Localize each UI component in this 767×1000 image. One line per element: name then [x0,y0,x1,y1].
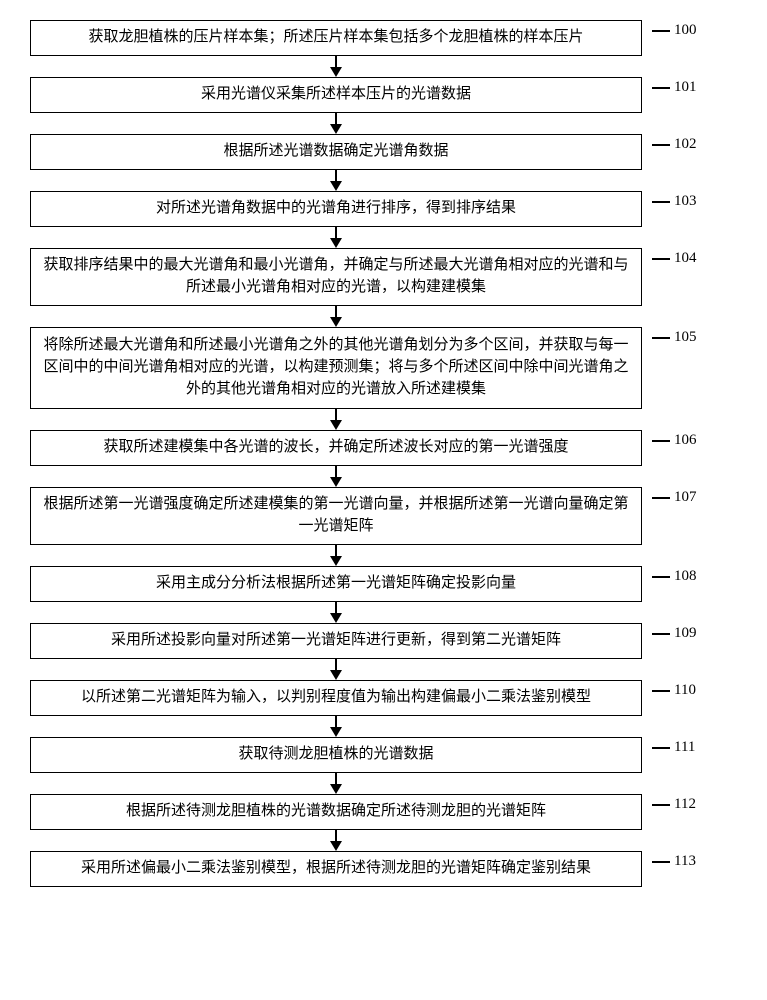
flow-step-box: 获取排序结果中的最大光谱角和最小光谱角，并确定与所述最大光谱角相对应的光谱和与所… [30,248,642,306]
flow-step-text: 获取排序结果中的最大光谱角和最小光谱角，并确定与所述最大光谱角相对应的光谱和与所… [39,255,633,299]
flow-step-box: 采用主成分分析法根据所述第一光谱矩阵确定投影向量 [30,566,642,602]
flow-step-box: 根据所述光谱数据确定光谱角数据 [30,134,642,170]
flow-step-row: 获取所述建模集中各光谱的波长，并确定所述波长对应的第一光谱强度 106 [30,430,737,466]
step-number-label: 105 [674,329,697,346]
leader-line [652,144,670,146]
flow-step-text: 获取待测龙胆植株的光谱数据 [39,744,633,766]
leader-line [652,201,670,203]
leader-line [652,747,670,749]
flow-step-row: 采用所述偏最小二乘法鉴别模型，根据所述待测龙胆的光谱矩阵确定鉴别结果 113 [30,851,737,887]
step-number-label: 103 [674,193,697,210]
flow-step-text: 根据所述光谱数据确定光谱角数据 [39,141,633,163]
flow-step-text: 采用主成分分析法根据所述第一光谱矩阵确定投影向量 [39,573,633,595]
step-label-wrap: 112 [652,794,712,813]
arrow-down-icon [330,784,342,794]
arrow-down-icon [330,124,342,134]
step-label-wrap: 111 [652,737,712,756]
arrow-down-icon [330,181,342,191]
arrow-down-icon [330,420,342,430]
flow-step-row: 将除所述最大光谱角和所述最小光谱角之外的其他光谱角划分为多个区间，并获取与每一区… [30,327,737,409]
step-number-label: 109 [674,625,697,642]
flow-step-text: 采用光谱仪采集所述样本压片的光谱数据 [39,84,633,106]
flow-step-box: 以所述第二光谱矩阵为输入，以判别程度值为输出构建偏最小二乘法鉴别模型 [30,680,642,716]
arrow-down-icon [330,238,342,248]
flow-step-row: 根据所述待测龙胆植株的光谱数据确定所述待测龙胆的光谱矩阵 112 [30,794,737,830]
step-label-wrap: 109 [652,623,712,642]
arrow-down-icon [330,613,342,623]
flow-step-text: 根据所述待测龙胆植株的光谱数据确定所述待测龙胆的光谱矩阵 [39,801,633,823]
flow-step-text: 获取所述建模集中各光谱的波长，并确定所述波长对应的第一光谱强度 [39,437,633,459]
leader-line [652,804,670,806]
arrow-down-icon [330,841,342,851]
flow-step-row: 获取排序结果中的最大光谱角和最小光谱角，并确定与所述最大光谱角相对应的光谱和与所… [30,248,737,306]
flow-step-row: 采用所述投影向量对所述第一光谱矩阵进行更新，得到第二光谱矩阵 109 [30,623,737,659]
flow-step-row: 对所述光谱角数据中的光谱角进行排序，得到排序结果 103 [30,191,737,227]
step-number-label: 110 [674,682,696,699]
flow-step-row: 采用主成分分析法根据所述第一光谱矩阵确定投影向量 108 [30,566,737,602]
arrow-down-icon [330,670,342,680]
step-label-wrap: 101 [652,77,712,96]
arrow-down-icon [330,317,342,327]
step-label-wrap: 103 [652,191,712,210]
step-label-wrap: 104 [652,248,712,267]
leader-line [652,258,670,260]
flow-step-text: 根据所述第一光谱强度确定所述建模集的第一光谱向量，并根据所述第一光谱向量确定第一… [39,494,633,538]
flow-step-box: 将除所述最大光谱角和所述最小光谱角之外的其他光谱角划分为多个区间，并获取与每一区… [30,327,642,409]
flow-step-box: 获取龙胆植株的压片样本集；所述压片样本集包括多个龙胆植株的样本压片 [30,20,642,56]
leader-line [652,861,670,863]
flow-step-box: 对所述光谱角数据中的光谱角进行排序，得到排序结果 [30,191,642,227]
step-label-wrap: 107 [652,487,712,506]
leader-line [652,633,670,635]
flow-step-text: 采用所述投影向量对所述第一光谱矩阵进行更新，得到第二光谱矩阵 [39,630,633,652]
flow-step-text: 对所述光谱角数据中的光谱角进行排序，得到排序结果 [39,198,633,220]
flow-step-box: 采用所述投影向量对所述第一光谱矩阵进行更新，得到第二光谱矩阵 [30,623,642,659]
step-number-label: 101 [674,79,697,96]
flow-step-box: 采用光谱仪采集所述样本压片的光谱数据 [30,77,642,113]
flow-step-text: 采用所述偏最小二乘法鉴别模型，根据所述待测龙胆的光谱矩阵确定鉴别结果 [39,858,633,880]
step-number-label: 108 [674,568,697,585]
flow-step-box: 获取待测龙胆植株的光谱数据 [30,737,642,773]
step-label-wrap: 110 [652,680,712,699]
flow-step-row: 获取待测龙胆植株的光谱数据 111 [30,737,737,773]
flow-step-box: 采用所述偏最小二乘法鉴别模型，根据所述待测龙胆的光谱矩阵确定鉴别结果 [30,851,642,887]
flow-step-row: 根据所述第一光谱强度确定所述建模集的第一光谱向量，并根据所述第一光谱向量确定第一… [30,487,737,545]
flow-step-text: 获取龙胆植株的压片样本集；所述压片样本集包括多个龙胆植株的样本压片 [39,27,633,49]
leader-line [652,337,670,339]
arrow-down-icon [330,556,342,566]
flow-step-box: 获取所述建模集中各光谱的波长，并确定所述波长对应的第一光谱强度 [30,430,642,466]
step-label-wrap: 108 [652,566,712,585]
step-number-label: 102 [674,136,697,153]
leader-line [652,30,670,32]
leader-line [652,87,670,89]
step-number-label: 107 [674,489,697,506]
flow-step-row: 根据所述光谱数据确定光谱角数据 102 [30,134,737,170]
step-number-label: 112 [674,796,696,813]
arrow-down-icon [330,477,342,487]
arrow-down-icon [330,727,342,737]
flow-step-row: 以所述第二光谱矩阵为输入，以判别程度值为输出构建偏最小二乘法鉴别模型 110 [30,680,737,716]
step-number-label: 113 [674,853,696,870]
leader-line [652,576,670,578]
flowchart-container: 获取龙胆植株的压片样本集；所述压片样本集包括多个龙胆植株的样本压片 100 采用光谱… [30,20,737,887]
arrow-down-icon [330,67,342,77]
flow-step-text: 将除所述最大光谱角和所述最小光谱角之外的其他光谱角划分为多个区间，并获取与每一区… [39,335,633,400]
step-label-wrap: 102 [652,134,712,153]
flow-step-box: 根据所述第一光谱强度确定所述建模集的第一光谱向量，并根据所述第一光谱向量确定第一… [30,487,642,545]
leader-line [652,497,670,499]
step-label-wrap: 106 [652,430,712,449]
leader-line [652,440,670,442]
step-number-label: 106 [674,432,697,449]
step-label-wrap: 113 [652,851,712,870]
step-number-label: 111 [674,739,695,756]
step-label-wrap: 105 [652,327,712,346]
flow-step-row: 采用光谱仪采集所述样本压片的光谱数据 101 [30,77,737,113]
leader-line [652,690,670,692]
flow-step-text: 以所述第二光谱矩阵为输入，以判别程度值为输出构建偏最小二乘法鉴别模型 [39,687,633,709]
flow-step-row: 获取龙胆植株的压片样本集；所述压片样本集包括多个龙胆植株的样本压片 100 [30,20,737,56]
step-number-label: 104 [674,250,697,267]
flow-step-box: 根据所述待测龙胆植株的光谱数据确定所述待测龙胆的光谱矩阵 [30,794,642,830]
step-label-wrap: 100 [652,20,712,39]
step-number-label: 100 [674,22,697,39]
